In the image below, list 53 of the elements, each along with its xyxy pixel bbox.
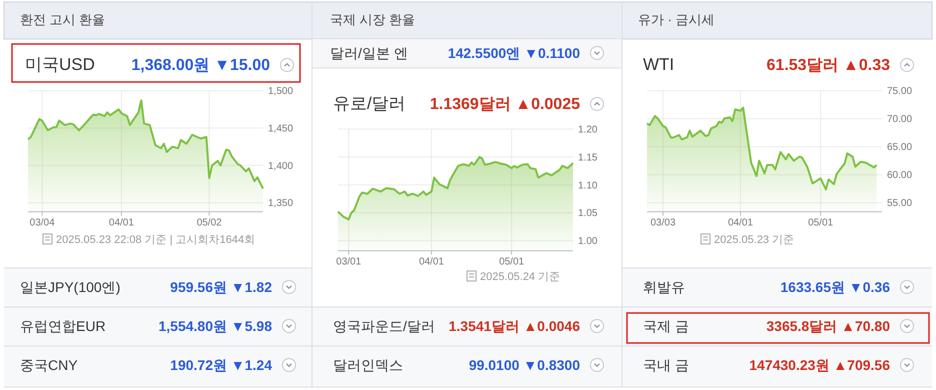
y-tick-label: 1,500: [268, 86, 294, 98]
text: 190.72원 ▼1.24: [170, 357, 272, 373]
chart-title: WTI: [643, 55, 674, 74]
x-tick-label: 05/02: [196, 218, 222, 229]
y-tick-label: 55.00: [887, 198, 912, 210]
text: 959.56원 ▼1.82: [170, 279, 272, 295]
text: 영국파운드/달러: [333, 318, 435, 334]
text: 국제 금: [643, 318, 689, 334]
chart-subtitle: 61.53달러 ▲0.33: [766, 57, 890, 74]
text: 2025.05.23 22:08 기준 | 고시회차1644회: [56, 234, 256, 246]
chart-subtitle: 1,368.00원 ▼15.00: [131, 57, 270, 74]
x-tick-label: 03/03: [650, 218, 676, 229]
y-tick-label: 75.00: [887, 86, 912, 98]
x-tick-label: 04/01: [728, 218, 754, 229]
text: 1,554.80원 ▼5.98: [158, 318, 272, 334]
text: 99.0100 ▼0.8300: [468, 357, 580, 373]
x-tick-label: 05/01: [499, 256, 525, 268]
text: 3365.8달러 ▲70.80: [766, 318, 890, 334]
x-tick-label: 04/01: [418, 256, 444, 268]
y-tick-label: 1.20: [578, 124, 598, 136]
text: 1633.65원 ▼0.36: [780, 279, 890, 295]
y-tick-label: 1.00: [578, 236, 598, 248]
chart-subtitle: 1.1369달러 ▲0.0025: [430, 96, 580, 113]
text: 일본JPY(100엔): [20, 279, 120, 295]
text: 달러/일본 엔: [330, 45, 408, 61]
y-tick-label: 1.05: [578, 208, 598, 220]
y-tick-label: 1,400: [268, 160, 294, 172]
chart-title: 미국USD: [25, 55, 95, 74]
text: 유럽연합EUR: [20, 318, 106, 334]
y-tick-label: 60.00: [887, 170, 912, 182]
text: 1.3541달러 ▲0.0046: [448, 318, 580, 334]
text: 2025.05.23 기준: [714, 234, 794, 246]
y-tick-label: 65.00: [887, 142, 912, 154]
text: 휘발유: [643, 279, 685, 295]
text: 유가 · 금시세: [638, 12, 715, 27]
y-tick-label: 70.00: [887, 114, 912, 126]
x-tick-label: 04/01: [108, 218, 134, 229]
x-tick-label: 03/01: [336, 256, 362, 268]
text: 달러인덱스: [333, 357, 403, 373]
text: 중국CNY: [20, 357, 78, 373]
text: 142.5500엔 ▼0.1100: [448, 45, 580, 61]
text: 국제 시장 환율: [330, 12, 416, 27]
y-tick-label: 1.15: [578, 152, 598, 164]
text: 2025.05.24 기준: [480, 271, 560, 283]
y-tick-label: 1.10: [578, 180, 598, 192]
y-tick-label: 1,450: [268, 124, 294, 135]
x-tick-label: 05/01: [808, 218, 834, 229]
x-tick-label: 03/04: [30, 218, 56, 229]
text: 147430.23원 ▲709.56: [749, 357, 890, 373]
chart-title: 유로/달러: [333, 94, 406, 113]
y-tick-label: 1,350: [268, 198, 294, 210]
text: 국내 금: [643, 357, 689, 373]
text: 환전 고시 환율: [20, 12, 106, 27]
